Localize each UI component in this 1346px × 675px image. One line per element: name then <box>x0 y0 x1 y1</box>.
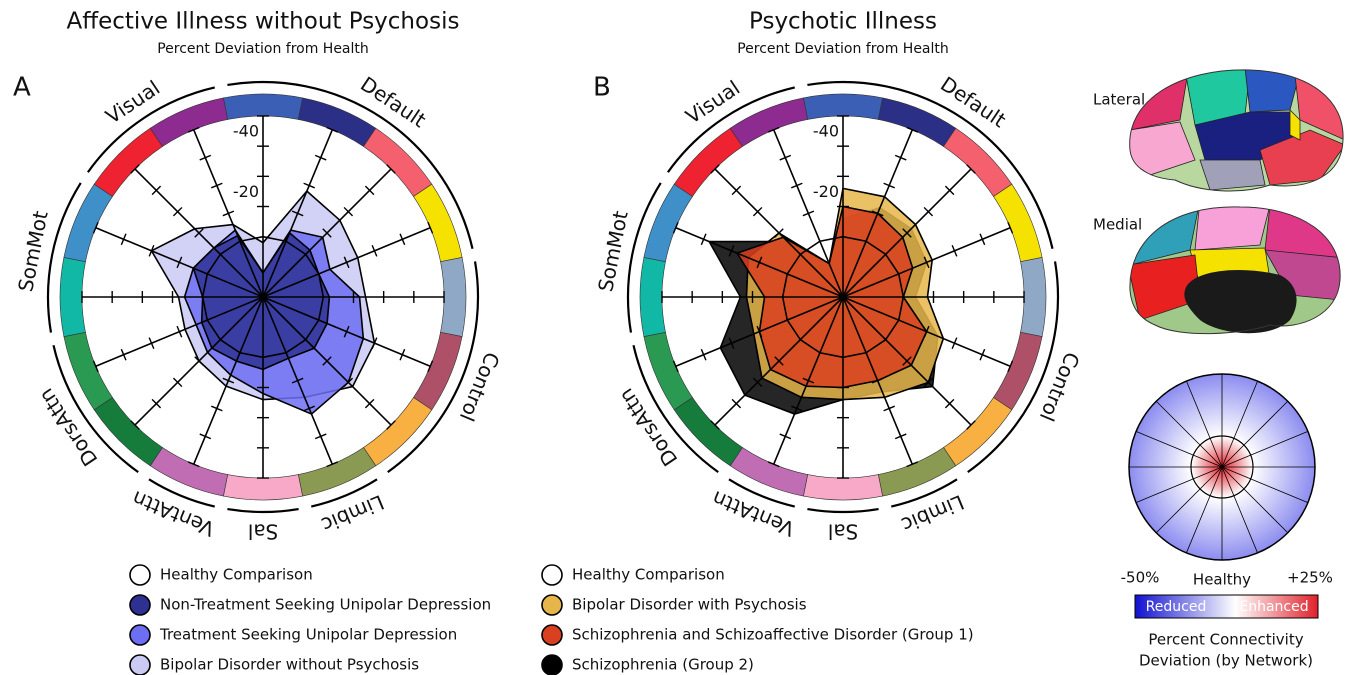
r-tick-label: -40 <box>813 122 839 141</box>
group-label: VentAttn <box>129 486 218 541</box>
r-tick-label: -20 <box>233 182 259 201</box>
chart-subtitle: Percent Deviation from Health <box>157 41 369 57</box>
legend-marker <box>542 625 562 645</box>
brain-lateral <box>1120 60 1346 200</box>
panel-letter: B <box>593 73 611 103</box>
legend-marker <box>542 655 562 675</box>
key-caption: Deviation (by Network) <box>1139 652 1313 670</box>
legend-label: Healthy Comparison <box>572 566 725 584</box>
group-label: Limbic <box>898 490 968 537</box>
key-caption: Percent Connectivity <box>1148 631 1303 649</box>
brain-label: Medial <box>1093 216 1142 234</box>
group-label: VentAttn <box>709 486 798 541</box>
group-label: Control <box>455 349 505 425</box>
group-label: Sal <box>248 520 279 544</box>
group-label: SomMot <box>593 209 633 294</box>
panel-letter: A <box>13 73 31 103</box>
legend-marker <box>130 595 150 615</box>
group-label: Sal <box>828 520 859 544</box>
legend-marker <box>130 655 150 675</box>
legend-marker <box>130 625 150 645</box>
key-spokes <box>1129 374 1315 560</box>
chart-title: Affective Illness without Psychosis <box>67 9 460 35</box>
legend-marker <box>542 595 562 615</box>
key-label: +25% <box>1287 569 1333 587</box>
legend-label: Healthy Comparison <box>160 566 313 584</box>
key-label: Reduced <box>1146 599 1207 615</box>
legend-label: Treatment Seeking Unipolar Depression <box>159 626 457 644</box>
key-label: -50% <box>1121 569 1160 587</box>
brain-label: Lateral <box>1093 91 1145 109</box>
legend-label: Bipolar Disorder with Psychosis <box>572 596 807 614</box>
key-label: Enhanced <box>1239 599 1308 615</box>
chart-title: Psychotic Illness <box>749 9 937 35</box>
figure: Lateral Medial -50% Healthy +25% Reduced… <box>0 0 1346 675</box>
legend-label: Bipolar Disorder without Psychosis <box>160 656 419 674</box>
chart-subtitle: Percent Deviation from Health <box>737 41 949 57</box>
legend-marker <box>542 565 562 585</box>
legend-marker <box>130 565 150 585</box>
legend-label: Schizophrenia (Group 2) <box>572 656 754 674</box>
group-label: Control <box>1035 349 1085 425</box>
group-label: SomMot <box>13 209 53 294</box>
group-label: Visual <box>681 75 744 128</box>
key-label: Healthy <box>1193 571 1251 589</box>
group-label: Visual <box>101 75 164 128</box>
legend-label: Schizophrenia and Schizoaffective Disord… <box>572 626 974 644</box>
legend-label: Non-Treatment Seeking Unipolar Depressio… <box>160 596 491 614</box>
group-arc <box>227 509 298 512</box>
r-tick-label: -20 <box>813 182 839 201</box>
group-arc <box>807 509 878 512</box>
r-tick-label: -40 <box>233 122 259 141</box>
group-label: Limbic <box>318 490 388 537</box>
